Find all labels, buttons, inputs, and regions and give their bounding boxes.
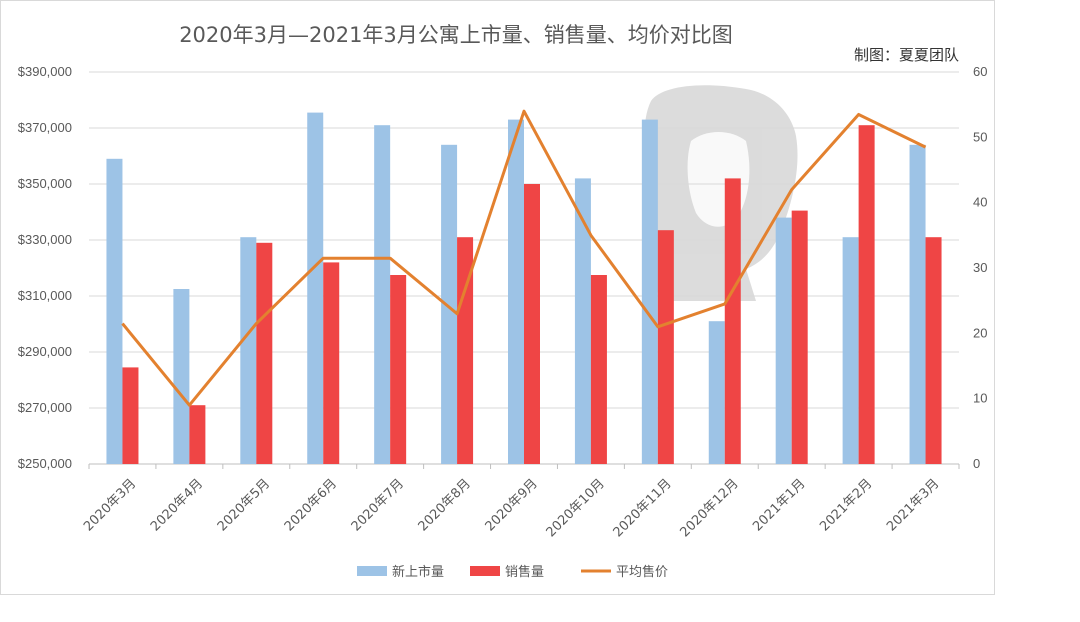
bar-new-listing (173, 289, 190, 464)
x-tick-label: 2020年9月 (483, 476, 541, 534)
y-left-tick-label: $310,000 (18, 288, 72, 303)
bar-new-listing (240, 237, 257, 464)
legend-swatch (470, 566, 500, 576)
bar-new-listing (641, 119, 658, 464)
y-left-tick-label: $270,000 (18, 400, 72, 415)
line-layer (121, 109, 927, 407)
chart-title: 2020年3月—2021年3月公寓上市量、销售量、均价对比图 (179, 23, 733, 47)
x-tick-label: 2020年11月 (611, 476, 675, 540)
legend-swatch (357, 566, 387, 576)
x-tick-label: 2020年8月 (416, 476, 474, 534)
bar-sales (256, 242, 273, 464)
x-tick-label: 2020年7月 (349, 476, 407, 534)
bar-sales (791, 210, 808, 464)
axis-layer: $250,000 $270,000 $290,000 $310,000 $330,000… (18, 64, 988, 471)
bar-new-listing (775, 217, 792, 464)
bar-new-listing (574, 178, 591, 464)
bar-new-listing (307, 112, 324, 464)
y-right-tick-label: 20 (973, 325, 987, 340)
legend-label: 销售量 (505, 564, 544, 580)
maker-label: 制图：夏夏团队 (854, 46, 959, 64)
bar-new-listing (374, 125, 391, 464)
bar-new-listing (441, 144, 458, 465)
legend-label: 新上市量 (392, 564, 444, 580)
bar-sales (657, 230, 674, 464)
bar-new-listing (909, 144, 926, 465)
bar-new-listing (708, 321, 725, 464)
y-right-tick-label: 10 (973, 391, 987, 406)
y-left-tick-label: $290,000 (18, 344, 72, 359)
y-right-tick-label: 0 (973, 456, 980, 471)
x-tick-label: 2020年6月 (282, 476, 340, 534)
bar-sales (590, 275, 607, 464)
x-tick-label: 2021年2月 (817, 476, 875, 534)
bar-sales (524, 184, 540, 464)
bar-new-listing (842, 237, 859, 464)
bar-sales (858, 125, 875, 464)
bar-sales (323, 262, 340, 464)
bars-layer (106, 112, 942, 465)
legend-label: 平均售价 (616, 564, 668, 580)
legend: 新上市量 销售量 平均售价 (357, 564, 668, 580)
x-tick-label: 2020年4月 (148, 476, 206, 534)
bar-sales (724, 178, 741, 464)
y-right-tick-label: 40 (973, 195, 987, 210)
y-right-tick-label: 30 (973, 260, 987, 275)
x-tick-label: 2021年1月 (750, 476, 808, 534)
bar-sales (925, 237, 942, 464)
y-left-tick-label: $250,000 (18, 456, 72, 471)
chart-svg: 2020年3月—2021年3月公寓上市量、销售量、均价对比图 制图：夏夏团队 $… (18, 23, 988, 580)
y-left-tick-label: $370,000 (18, 120, 72, 135)
bar-sales (390, 275, 407, 464)
x-tick-label: 2020年10月 (544, 476, 608, 540)
y-right-tick-label: 60 (973, 64, 987, 79)
y-left-tick-label: $390,000 (18, 64, 72, 79)
y-left-tick-label: $330,000 (18, 232, 72, 247)
x-tick-label: 2020年12月 (678, 476, 742, 540)
x-tick-label: 2020年5月 (215, 476, 273, 534)
y-right-tick-label: 50 (973, 129, 987, 144)
x-tick-label: 2021年3月 (884, 476, 942, 534)
x-tick-labels: 2020年3月 2020年4月 2020年5月 2020年6月 2020年7月 2020年… (81, 476, 942, 540)
x-tick-label: 2020年3月 (81, 476, 139, 534)
bar-sales (457, 237, 474, 464)
y-left-tick-label: $350,000 (18, 176, 72, 191)
chart-frame: 2020年3月—2021年3月公寓上市量、销售量、均价对比图 制图：夏夏团队 $… (0, 0, 995, 595)
bar-new-listing (508, 119, 524, 464)
bar-new-listing (106, 158, 123, 465)
bar-sales (122, 367, 139, 464)
bar-sales (189, 405, 206, 464)
